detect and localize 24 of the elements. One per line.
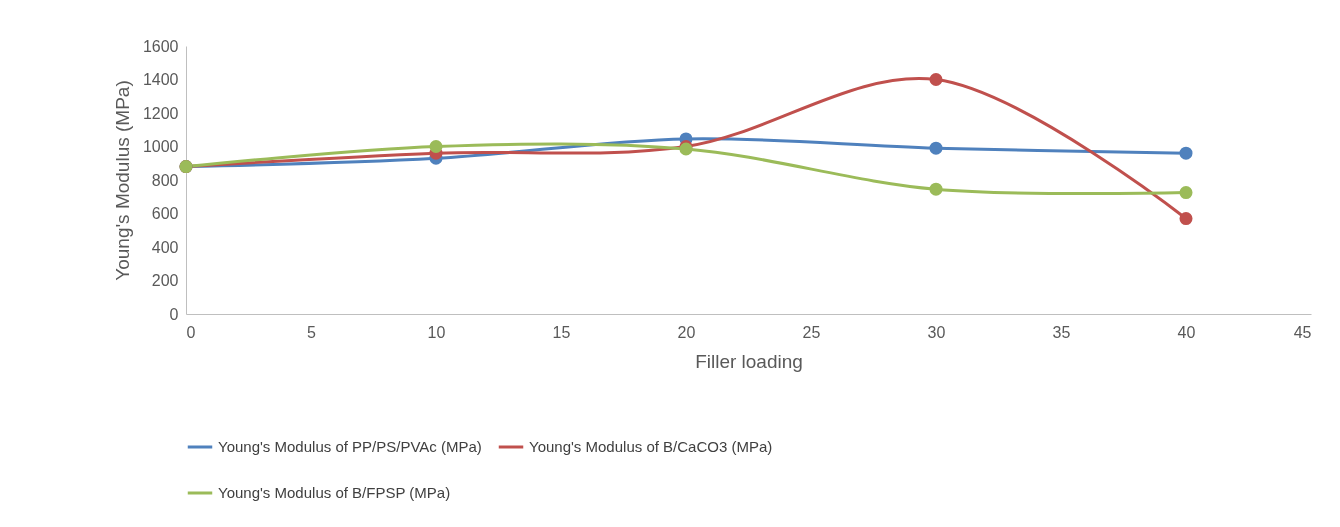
x-tick-label: 20 [677, 323, 696, 341]
x-axis-title: Filler loading [695, 350, 803, 372]
y-axis-title: Young's Modulus (MPa) [111, 80, 133, 281]
y-tick-label: 200 [151, 272, 179, 289]
y-tick-label: 800 [151, 171, 179, 189]
y-tick-label: 1000 [142, 138, 179, 155]
y-tick-label: 1400 [142, 71, 179, 88]
x-tick-label: 35 [1052, 323, 1071, 341]
x-tick-label: 5 [307, 323, 317, 341]
x-tick-label: 45 [1293, 323, 1312, 341]
y-tick-label: 1600 [142, 37, 179, 55]
x-tick-label: 30 [927, 323, 946, 341]
y-tick-label: 0 [169, 305, 179, 323]
legend-label: Young's Modulus of PP/PS/PVAc (MPa) [218, 438, 482, 455]
y-tick-label: 1200 [142, 104, 179, 122]
legend-label: Young's Modulus of B/FPSP (MPa) [218, 484, 451, 501]
x-tick-label: 10 [427, 323, 446, 341]
x-tick-label: 40 [1177, 323, 1196, 341]
y-tick-label: 400 [151, 238, 179, 256]
y-tick-label: 600 [151, 205, 179, 222]
legend-label: Young's Modulus of B/CaCO3 (MPa) [529, 438, 773, 455]
x-tick-label: 25 [802, 323, 821, 341]
x-tick-label: 0 [186, 323, 196, 341]
x-tick-label: 15 [552, 323, 571, 341]
